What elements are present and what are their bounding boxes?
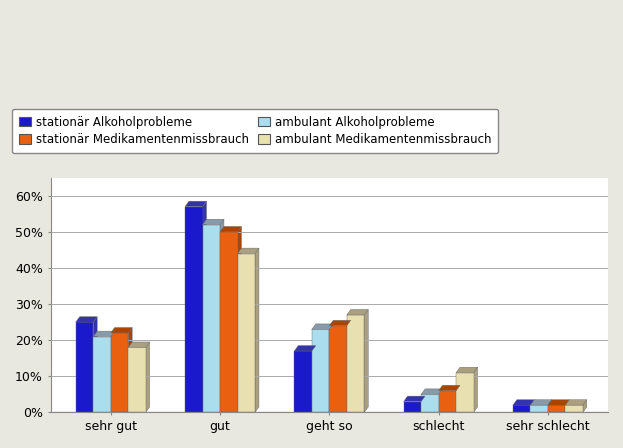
- Polygon shape: [255, 248, 259, 412]
- Polygon shape: [404, 396, 425, 401]
- Polygon shape: [294, 345, 316, 351]
- Polygon shape: [421, 389, 442, 394]
- Bar: [93, 336, 111, 412]
- Bar: [513, 405, 530, 412]
- Polygon shape: [330, 320, 351, 326]
- Bar: [111, 333, 128, 412]
- Polygon shape: [364, 310, 368, 412]
- Bar: [294, 351, 312, 412]
- Polygon shape: [330, 324, 333, 412]
- Polygon shape: [421, 396, 425, 412]
- Bar: [202, 224, 220, 412]
- Bar: [312, 329, 330, 412]
- Bar: [456, 373, 473, 412]
- Bar: [50, 412, 608, 431]
- Polygon shape: [548, 400, 569, 405]
- Polygon shape: [202, 201, 206, 412]
- Polygon shape: [237, 248, 259, 254]
- Polygon shape: [93, 317, 97, 412]
- Polygon shape: [347, 310, 368, 315]
- Bar: [530, 405, 548, 412]
- Polygon shape: [456, 367, 477, 373]
- Polygon shape: [128, 327, 132, 412]
- Polygon shape: [111, 331, 115, 412]
- Polygon shape: [76, 317, 97, 322]
- Polygon shape: [128, 342, 150, 347]
- Bar: [404, 401, 421, 412]
- Polygon shape: [312, 345, 316, 412]
- Polygon shape: [312, 324, 333, 329]
- Polygon shape: [185, 201, 206, 207]
- Bar: [330, 326, 347, 412]
- Polygon shape: [513, 400, 535, 405]
- Polygon shape: [439, 389, 442, 412]
- Bar: [439, 391, 456, 412]
- Polygon shape: [566, 400, 587, 405]
- Polygon shape: [583, 400, 587, 412]
- Polygon shape: [473, 367, 477, 412]
- Bar: [128, 347, 146, 412]
- Polygon shape: [111, 327, 132, 333]
- Polygon shape: [146, 342, 150, 412]
- Polygon shape: [220, 226, 242, 232]
- Polygon shape: [530, 400, 552, 405]
- Bar: [421, 394, 439, 412]
- Bar: [76, 322, 93, 412]
- Bar: [548, 405, 566, 412]
- Bar: [220, 232, 237, 412]
- Bar: [185, 207, 202, 412]
- Polygon shape: [220, 219, 224, 412]
- Polygon shape: [202, 219, 224, 224]
- Legend: stationär Alkoholprobleme, stationär Medikamentenmissbrauch, ambulant Alkoholpro: stationär Alkoholprobleme, stationär Med…: [12, 108, 498, 153]
- Polygon shape: [566, 400, 569, 412]
- Bar: [237, 254, 255, 412]
- Bar: [566, 405, 583, 412]
- Bar: [347, 315, 364, 412]
- Polygon shape: [530, 400, 535, 412]
- Polygon shape: [548, 400, 552, 412]
- Polygon shape: [347, 320, 351, 412]
- Polygon shape: [439, 385, 460, 391]
- Polygon shape: [456, 385, 460, 412]
- Polygon shape: [93, 331, 115, 336]
- Polygon shape: [237, 226, 242, 412]
